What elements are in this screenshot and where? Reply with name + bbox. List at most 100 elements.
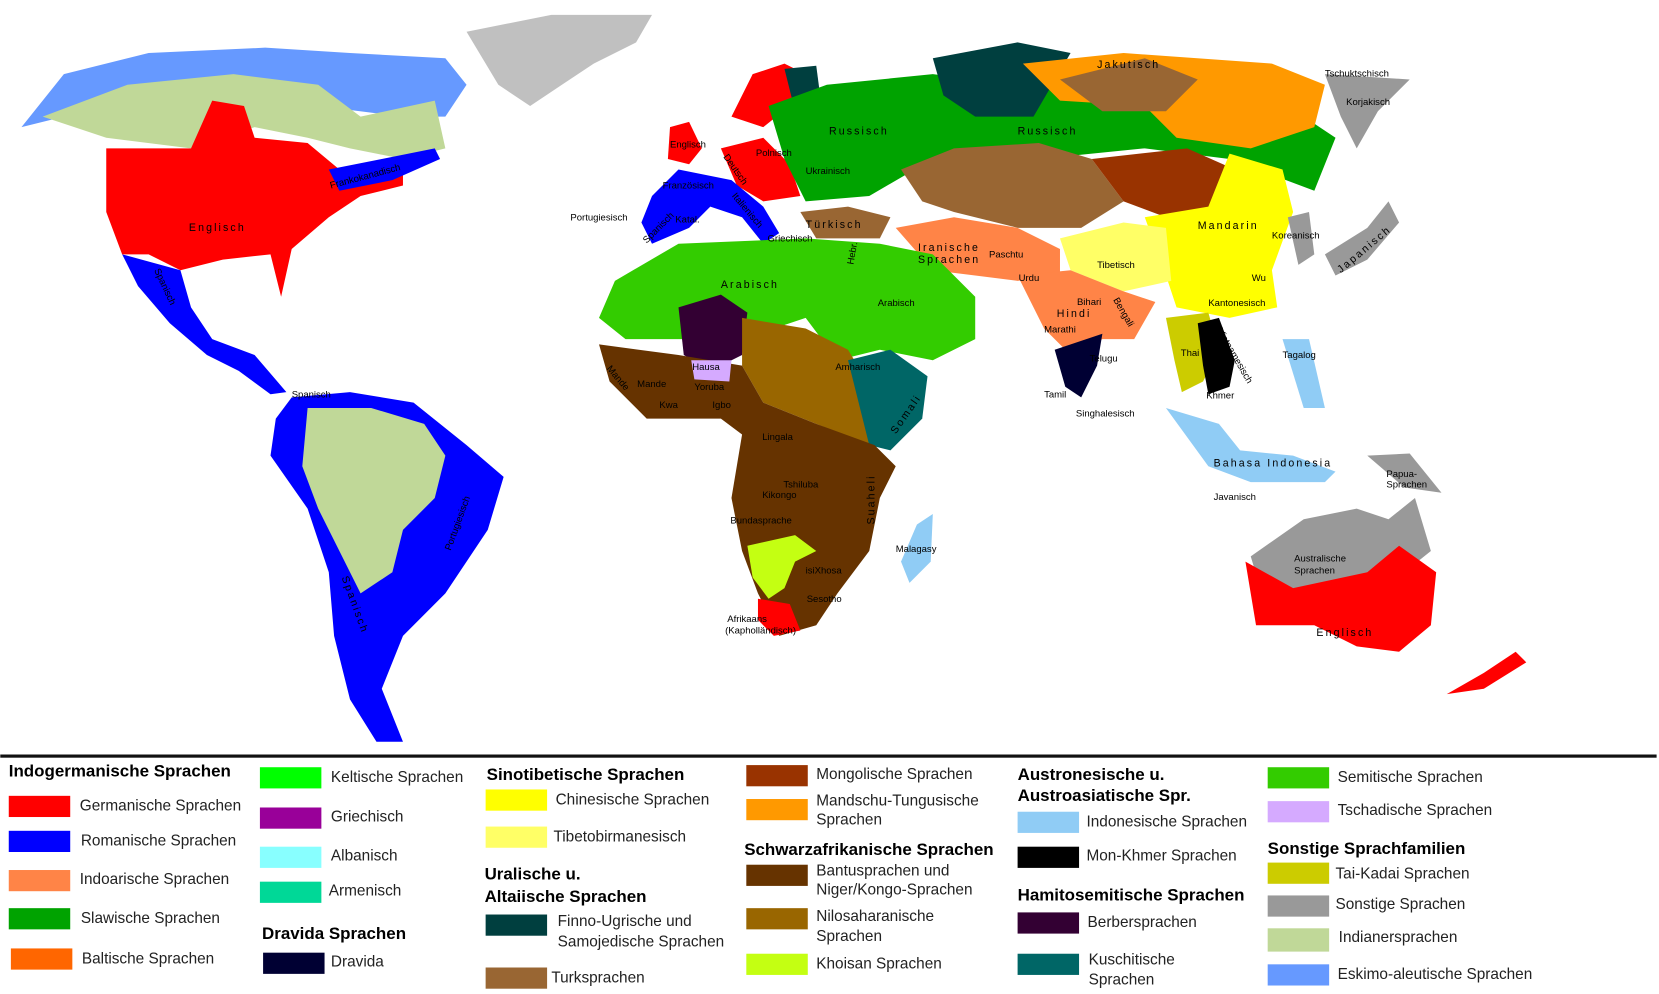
legend-label-finno-ugrisch-1: Finno-Ugrische und [558,913,692,930]
legend-label-nilosaharanisch-2: Sprachen [816,928,882,945]
label-igbo: Igbo [712,400,731,411]
label-tagalog: Tagalog [1283,350,1316,361]
legend-swatch-germanisch [8,795,71,818]
legend-swatch-griechisch [259,807,322,829]
region-australien-englisch [1245,545,1437,652]
region-indoarisch [1017,270,1156,355]
legend-swatch-tai-kadai [1267,862,1330,884]
legend-divider [0,754,1657,758]
region-kuschitisch [848,349,928,451]
legend-swatch-khoisan [746,953,808,975]
label-kwa: Kwa [659,400,678,411]
label-javanisch: Javanisch [1214,492,1256,503]
legend-swatch-semitisch [1267,767,1330,789]
label-khmer: Khmer [1206,390,1235,401]
legend-swatch-chinesisch [485,789,548,811]
label-tamil: Tamil [1044,389,1066,400]
label-lingala: Lingala [762,432,793,443]
label-thai: Thai [1181,348,1200,359]
label-tschuktschisch: Tschuktschisch [1325,68,1389,79]
legend-swatch-slawisch [8,908,71,930]
legend-heading-dravida: Dravida Sprachen [262,924,406,943]
legend-label-finno-ugrisch-2: Samojedische Sprachen [558,933,725,950]
region-philippinen [1282,339,1325,408]
legend-heading-sonstige: Sonstige Sprachfamilien [1268,839,1466,858]
label-wu: Wu [1252,273,1266,284]
legend-label-sonstige: Sonstige Sprachen [1336,896,1466,913]
region-deutsch [720,137,801,202]
legend-swatch-finno-ugrisch [485,914,548,936]
legend-swatch-kuschitisch [1017,953,1080,975]
legend-label-germanisch: Germanische Sprachen [80,798,241,815]
label-koreanisch: Koreanisch [1272,230,1320,241]
label-griechisch: Griechisch [768,234,813,245]
region-papua [1367,453,1442,493]
legend-heading-uralisch-1: Uralische u. [485,865,581,884]
legend-swatch-indoarisch [8,870,71,892]
region-tschadisch [691,360,732,382]
legend-swatch-albanisch [259,846,322,868]
label-urdu: Urdu [1019,273,1040,284]
region-japanisch [1324,201,1400,276]
legend-heading-sinotibetisch: Sinotibetische Sprachen [487,765,685,784]
region-berber [678,294,748,371]
legend-label-bantu-2: Niger/Kongo-Sprachen [816,881,972,898]
region-indianer-sa [302,407,446,594]
region-jakutisch [1059,58,1198,112]
label-yoruba: Yoruba [694,382,725,393]
legend-swatch-mongolisch [746,765,808,787]
legend-heading-uralisch-2: Altaiische Sprachen [485,887,647,906]
legend-swatch-bantu [746,864,808,886]
legend-heading-indogermanisch: Indogermanische Sprachen [9,762,231,781]
label-sesotho: Sesotho [807,594,842,605]
region-sonstige-chukchi [1324,74,1410,149]
legend-label-tai-kadai: Tai-Kadai Sprachen [1336,865,1470,882]
legend-swatch-indianer [1267,928,1330,952]
legend-swatch-tschadisch [1267,801,1330,823]
region-finno-ugrisch-sibirien [932,42,1071,117]
legend-heading-austronesisch-1: Austronesische u. [1018,765,1165,784]
region-chinesisch [1144,153,1294,318]
legend-label-indonesisch: Indonesische Sprachen [1086,814,1247,831]
label-telugu: Telugu [1090,353,1118,364]
legend-swatch-berber [1017,912,1080,934]
legend-label-tschadisch: Tschadische Sprachen [1338,802,1493,819]
label-malagasy: Malagasy [896,544,937,555]
region-afrikaans [757,598,801,636]
label-korjakisch: Korjakisch [1346,97,1390,108]
label-hindi: Hindi [1057,308,1092,320]
label-russisch-2: Russisch [1018,126,1078,138]
legend-label-kuschitisch-1: Kuschitische [1089,951,1175,968]
label-amharisch: Amharisch [835,362,880,373]
label-iranische-2: Sprachen [918,254,980,266]
legend-label-nilosaharanisch-1: Nilosaharanische [816,908,934,925]
legend-label-turksprachen: Turksprachen [551,969,644,986]
legend-label-mandschu-2: Sprachen [816,811,882,828]
legend-swatch-nilosaharanisch [746,908,808,930]
legend-label-indoarisch: Indoarische Sprachen [80,871,229,888]
region-englisch-na [106,100,403,297]
legend-label-armenisch: Armenisch [329,882,402,899]
label-papua-1: Papua- [1386,469,1417,480]
region-mon-khmer [1197,317,1235,395]
legend-heading-hamitosemitisch: Hamitosemitische Sprachen [1018,886,1245,905]
label-paschtu: Paschtu [989,250,1023,261]
region-mongolisch [1091,148,1235,218]
label-mande-2: Mande [637,379,666,390]
label-tshiluba: Tshiluba [783,479,819,490]
legend-swatch-dravida [263,952,325,974]
label-australische-1: Australische [1294,554,1346,565]
label-bundasprache: Bundasprache [730,515,791,526]
legend-swatch-eskimo [1267,964,1330,986]
legend-label-slawisch: Slawische Sprachen [81,910,220,927]
label-afrikaans-2: (Kapholländisch) [725,626,796,637]
label-papua-2: Sprachen [1386,479,1427,490]
label-portugiesisch: Portugiesisch [570,212,627,223]
label-kikongo: Kikongo [762,490,796,501]
legend-heading-schwarzafrikanisch: Schwarzafrikanische Sprachen [744,840,993,859]
legend-label-kuschitisch-2: Sprachen [1089,971,1155,988]
label-russisch-1: Russisch [829,126,889,138]
label-marathi: Marathi [1044,325,1076,336]
label-franzoesisch: Französisch [663,181,714,192]
